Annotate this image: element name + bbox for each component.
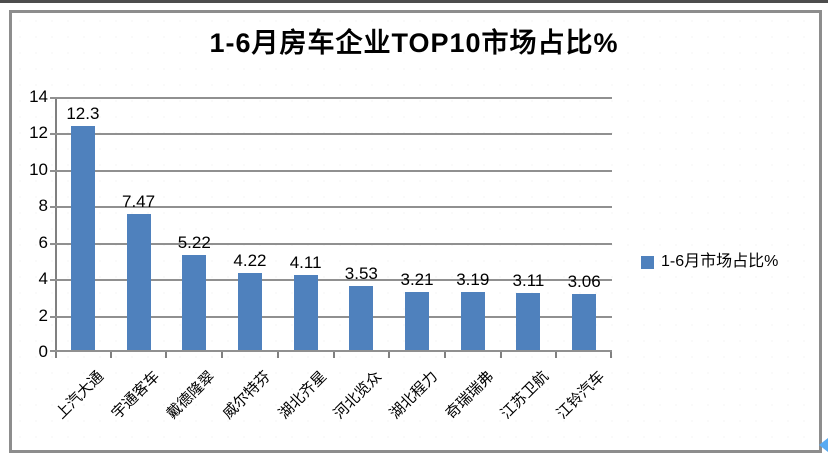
bar [237, 273, 262, 350]
y-axis-label: 8 [38, 196, 48, 216]
bar-value-label: 3.53 [344, 263, 378, 283]
y-axis-label: 14 [29, 87, 48, 106]
bar-value-label: 3.11 [512, 271, 545, 291]
legend-label: 1-6月市场占比% [661, 253, 779, 270]
gridline [50, 133, 612, 136]
bar-value-label: 3.19 [456, 269, 490, 289]
gridline [50, 206, 612, 209]
x-tick [332, 352, 335, 358]
bar-value-label: 3.21 [400, 269, 434, 289]
chart-title: 1-6月房车企业TOP10市场占比% [209, 28, 619, 58]
bar [460, 291, 485, 350]
bar-value-label: 4.11 [289, 253, 322, 273]
y-axis-label: 6 [38, 232, 48, 252]
bar [126, 213, 151, 350]
bar [293, 275, 318, 350]
bar-value-label: 5.22 [177, 232, 211, 252]
y-axis-label: 4 [38, 269, 48, 289]
x-tick [443, 352, 446, 358]
bar [572, 294, 597, 350]
y-axis-label: 12 [29, 123, 48, 143]
gridline [50, 350, 612, 352]
x-tick [610, 352, 612, 358]
y-axis-label: 2 [38, 305, 48, 325]
bar [182, 254, 207, 350]
bar-value-label: 4.22 [233, 251, 267, 271]
x-tick [109, 352, 112, 358]
x-tick [388, 352, 391, 358]
bar [70, 125, 95, 350]
bar-value-label: 12.3 [66, 103, 100, 123]
y-axis-line [55, 97, 57, 354]
gridline [50, 97, 612, 99]
bar [516, 293, 541, 350]
gridline [50, 242, 612, 245]
bar [349, 285, 374, 350]
x-tick [55, 352, 57, 358]
gridline [50, 169, 612, 172]
x-tick [165, 352, 168, 358]
bar [405, 291, 430, 350]
legend-swatch [641, 255, 654, 269]
bar-value-label: 3.06 [567, 272, 601, 292]
x-tick [221, 352, 224, 358]
plot-area: 0 2 4 6 8 10 12 14 12.3 上汽大通 7.47 宇通客车 5.22 戴德隆翠 4.22 威… [29, 87, 612, 422]
x-tick [276, 352, 279, 358]
legend: 1-6月市场占比% [641, 253, 778, 271]
bar-value-label: 7.47 [122, 191, 156, 211]
gridline [50, 279, 612, 282]
gridline [50, 315, 612, 318]
x-tick [499, 352, 502, 358]
y-axis-label: 10 [29, 159, 48, 179]
x-tick [555, 352, 558, 358]
y-axis-label: 0 [38, 342, 48, 361]
top-divider-rule [0, 0, 828, 3]
corner-arrow-icon [819, 438, 828, 452]
